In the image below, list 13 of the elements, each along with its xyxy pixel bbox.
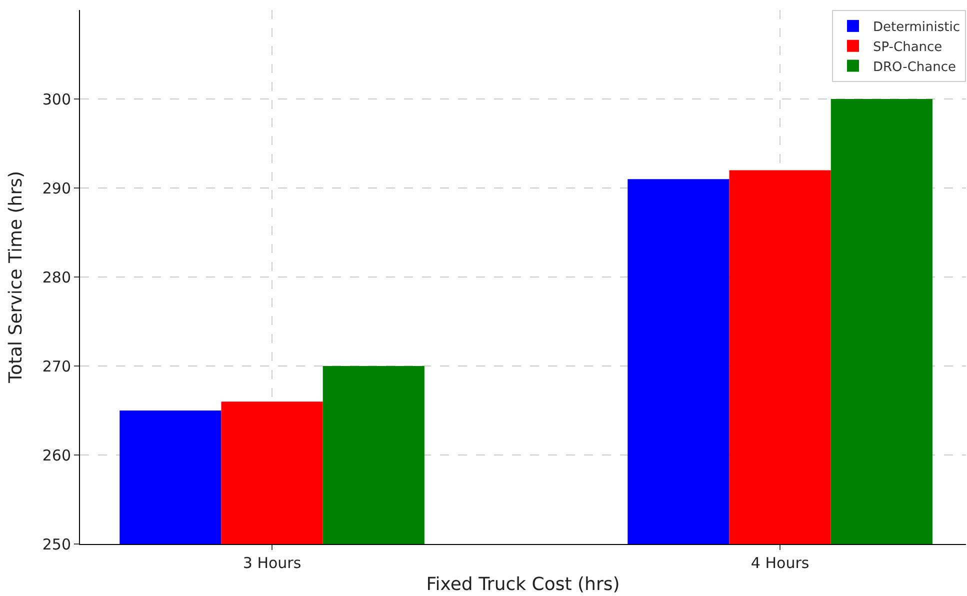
legend-label: Deterministic [873,20,960,36]
x-tick-label: 3 Hours [242,554,302,572]
y-tick-label: 290 [42,179,71,198]
y-tick-label: 300 [42,90,71,108]
legend-label: SP-Chance [873,40,942,55]
y-axis-title: Total Service Time (hrs) [6,170,27,384]
y-tick-label: 260 [42,446,71,464]
y-tick-label: 250 [42,535,71,554]
x-tick-label: 4 Hours [750,554,810,572]
y-tick-label: 270 [42,357,71,376]
x-axis-title: Fixed Truck Cost (hrs) [426,574,620,596]
legend-label: DRO-Chance [873,60,956,75]
y-tick-label: 280 [42,268,71,286]
